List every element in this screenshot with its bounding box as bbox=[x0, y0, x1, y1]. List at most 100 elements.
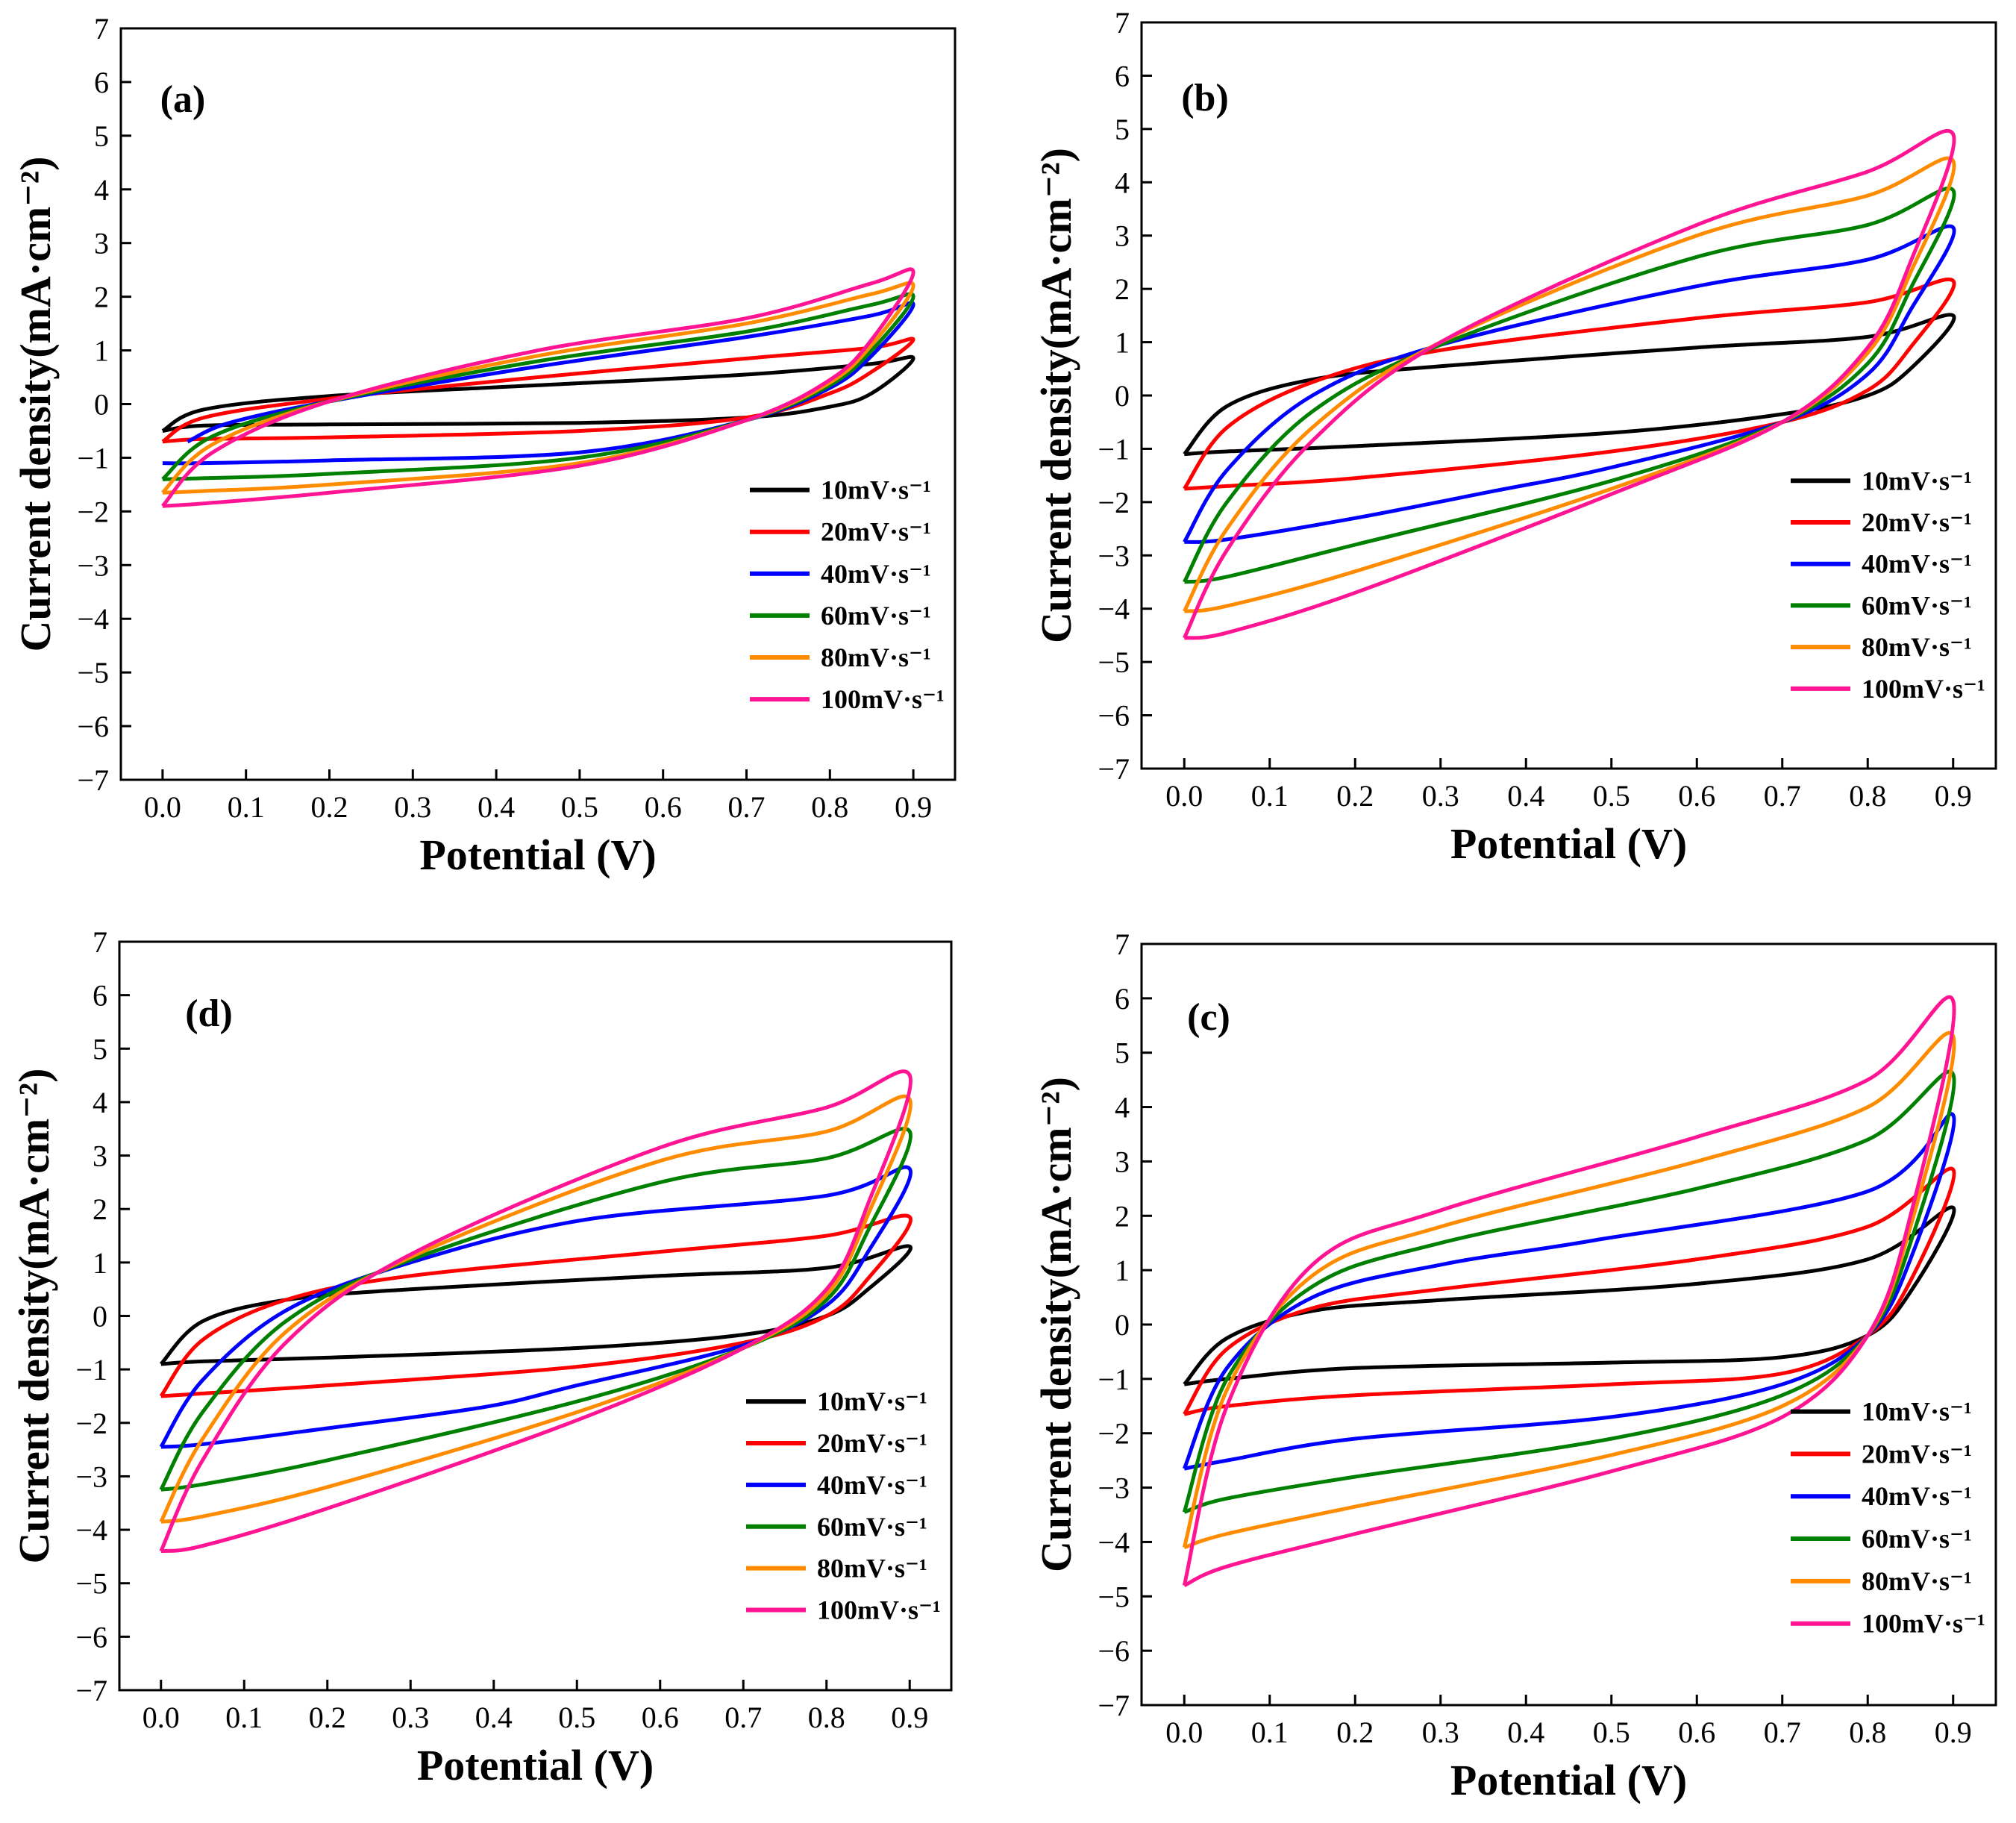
x-tick-label: 0.4 bbox=[1507, 1716, 1544, 1749]
legend-label: 100mV·s⁻¹ bbox=[821, 684, 945, 714]
x-tick-label: 0.9 bbox=[1935, 779, 1972, 813]
y-tick-label: 4 bbox=[1115, 166, 1130, 199]
cv-curve-2 bbox=[159, 1165, 912, 1449]
panel-2: 0.0 0.1 0.2 0.3 0.4 0.5 0.6 0.7 0.8 0.9 7 6 5 4 3 2 1 0 −1… bbox=[10, 925, 953, 1789]
legend-label: 20mV·s⁻¹ bbox=[821, 517, 931, 547]
y-tick-label: 2 bbox=[1115, 1199, 1130, 1233]
x-axis-label: Potential (V) bbox=[419, 831, 656, 879]
y-tick-label: 3 bbox=[1115, 1145, 1130, 1178]
x-tick-label: 0.8 bbox=[808, 1701, 845, 1734]
y-tick-label: −2 bbox=[75, 1407, 107, 1440]
y-tick-label: −5 bbox=[75, 1567, 107, 1601]
cv-curve-3 bbox=[1182, 1069, 1956, 1514]
panel-label: (d) bbox=[185, 992, 233, 1035]
y-tick-label: −3 bbox=[1098, 539, 1130, 572]
x-tick-label: 0.5 bbox=[561, 790, 598, 824]
cv-curve-4 bbox=[1182, 1031, 1956, 1550]
cv-curve-5 bbox=[159, 1069, 912, 1554]
x-tick-label: 0.7 bbox=[1764, 779, 1801, 813]
cv-curve-5 bbox=[1182, 995, 1956, 1587]
legend-label: 80mV·s⁻¹ bbox=[1862, 1566, 1972, 1596]
x-tick-label: 0.4 bbox=[478, 790, 515, 824]
legend-label: 10mV·s⁻¹ bbox=[821, 475, 931, 505]
cv-curve-2 bbox=[1183, 224, 1956, 544]
legend-label: 20mV·s⁻¹ bbox=[817, 1428, 927, 1458]
y-tick-label: −3 bbox=[77, 548, 109, 582]
cv-curve-1 bbox=[1183, 1166, 1956, 1416]
x-tick-label: 0.1 bbox=[1251, 779, 1289, 813]
y-tick-label: 2 bbox=[93, 1192, 107, 1226]
x-tick-label: 0.0 bbox=[144, 790, 181, 824]
x-tick-label: 0.4 bbox=[1507, 779, 1544, 813]
y-tick-label: −2 bbox=[77, 495, 109, 528]
y-tick-label: 0 bbox=[93, 1300, 107, 1333]
legend-label: 40mV·s⁻¹ bbox=[821, 559, 931, 589]
cv-curve-5 bbox=[1183, 128, 1956, 640]
x-tick-label: 0.9 bbox=[891, 1701, 928, 1734]
legend-label: 100mV·s⁻¹ bbox=[1862, 1609, 1985, 1639]
y-tick-label: 6 bbox=[93, 979, 107, 1013]
x-tick-label: 0.7 bbox=[1764, 1716, 1801, 1749]
y-tick-label: 4 bbox=[93, 1086, 107, 1119]
y-tick-label: 1 bbox=[1115, 1254, 1130, 1287]
y-tick-label: 6 bbox=[1115, 982, 1130, 1016]
legend-label: 10mV·s⁻¹ bbox=[817, 1386, 927, 1416]
y-tick-label: 1 bbox=[93, 1246, 107, 1280]
y-tick-label: 1 bbox=[94, 334, 109, 368]
y-tick-label: 7 bbox=[1115, 6, 1130, 40]
panel-label: (b) bbox=[1181, 77, 1229, 119]
cv-curve-1 bbox=[159, 1213, 912, 1398]
y-tick-label: 5 bbox=[1115, 1036, 1130, 1070]
y-tick-label: −3 bbox=[75, 1460, 107, 1493]
y-tick-label: −1 bbox=[1098, 1363, 1130, 1396]
y-tick-label: −6 bbox=[1098, 699, 1130, 733]
x-tick-label: 0.2 bbox=[1336, 779, 1374, 813]
x-tick-label: 0.3 bbox=[1422, 779, 1459, 813]
x-tick-label: 0.7 bbox=[724, 1701, 762, 1734]
legend-label: 60mV·s⁻¹ bbox=[1862, 590, 1972, 620]
legend-label: 80mV·s⁻¹ bbox=[1862, 632, 1972, 662]
y-tick-label: −1 bbox=[75, 1353, 107, 1386]
x-tick-label: 0.5 bbox=[1593, 779, 1630, 813]
legend-label: 80mV·s⁻¹ bbox=[817, 1554, 927, 1583]
legend-label: 10mV·s⁻¹ bbox=[1862, 466, 1972, 495]
x-tick-label: 0.2 bbox=[311, 790, 348, 824]
x-tick-label: 0.0 bbox=[143, 1701, 180, 1734]
x-tick-label: 0.2 bbox=[1336, 1716, 1374, 1749]
cv-curve-2 bbox=[1182, 1112, 1956, 1471]
legend-label: 20mV·s⁻¹ bbox=[1862, 1439, 1972, 1469]
panel-label: (a) bbox=[160, 78, 206, 121]
x-tick-label: 0.8 bbox=[1849, 779, 1886, 813]
y-tick-label: −2 bbox=[1098, 1417, 1130, 1451]
legend-label: 80mV·s⁻¹ bbox=[821, 642, 931, 672]
y-tick-label: 3 bbox=[94, 227, 109, 260]
x-tick-label: 0.5 bbox=[558, 1701, 595, 1734]
y-tick-label: −7 bbox=[1098, 752, 1130, 786]
y-axis-label: Current density(mA·cm⁻²) bbox=[11, 157, 60, 652]
y-tick-label: 3 bbox=[1115, 219, 1130, 253]
y-tick-label: −4 bbox=[1098, 592, 1130, 626]
x-tick-label: 0.6 bbox=[645, 790, 682, 824]
legend-label: 60mV·s⁻¹ bbox=[821, 601, 931, 631]
x-tick-label: 0.3 bbox=[392, 1701, 429, 1734]
y-tick-label: −1 bbox=[1098, 432, 1130, 466]
x-tick-label: 0.6 bbox=[1678, 1716, 1715, 1749]
y-tick-label: 7 bbox=[93, 925, 107, 959]
x-tick-label: 0.0 bbox=[1165, 779, 1203, 813]
legend-label: 20mV·s⁻¹ bbox=[1862, 507, 1972, 537]
y-tick-label: −4 bbox=[75, 1513, 107, 1547]
x-tick-label: 0.6 bbox=[642, 1701, 679, 1734]
legend-label: 10mV·s⁻¹ bbox=[1862, 1397, 1972, 1427]
panel-label: (c) bbox=[1187, 996, 1230, 1039]
cv-curve-3 bbox=[1183, 186, 1956, 584]
legend-label: 60mV·s⁻¹ bbox=[1862, 1524, 1972, 1554]
x-tick-label: 0.9 bbox=[895, 790, 932, 824]
x-tick-label: 0.3 bbox=[394, 790, 431, 824]
y-tick-label: 0 bbox=[1115, 379, 1130, 413]
y-tick-label: −5 bbox=[1098, 645, 1130, 679]
y-tick-label: −6 bbox=[77, 710, 109, 743]
y-tick-label: 5 bbox=[1115, 113, 1130, 146]
panel-0: 0.0 0.1 0.2 0.3 0.4 0.5 0.6 0.7 0.8 0.9 7 6 5 4 3 2 1 0 −1… bbox=[11, 12, 957, 879]
y-tick-label: 2 bbox=[1115, 272, 1130, 306]
